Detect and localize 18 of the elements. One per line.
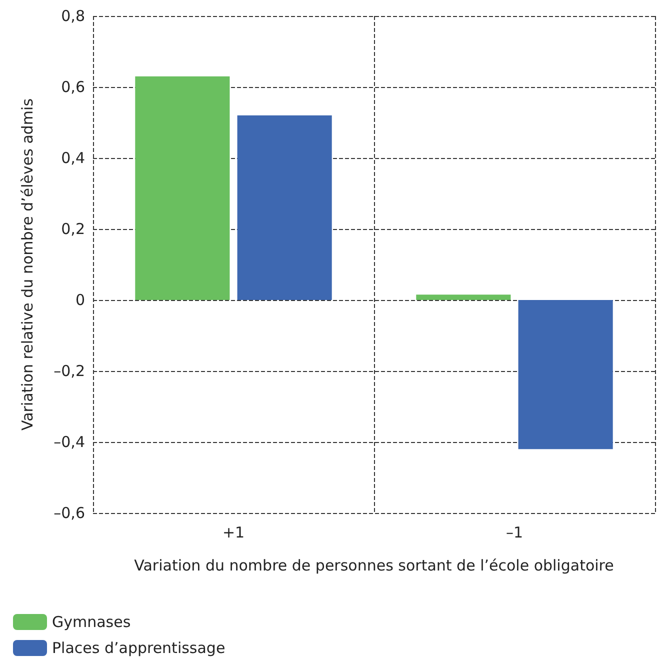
- y-tick-label: 0,4: [61, 149, 85, 167]
- bar: [518, 300, 613, 450]
- y-tick-label: –0,2: [54, 362, 85, 380]
- x-axis-title: Variation du nombre de personnes sortant de l’école obligatoire: [134, 556, 614, 574]
- y-tick-label: –0,4: [54, 433, 85, 451]
- y-tick-label: 0,8: [61, 7, 85, 25]
- bar: [237, 115, 332, 300]
- y-axis-title: Variation relative du nombre d’élèves admis: [18, 98, 36, 431]
- x-tick-label: –1: [506, 524, 524, 542]
- y-tick-label: –0,6: [54, 504, 85, 522]
- y-tick-label: 0,6: [61, 78, 85, 96]
- x-tick-label: +1: [222, 524, 245, 542]
- bar: [135, 76, 230, 300]
- legend-label: Places d’apprentissage: [52, 639, 226, 657]
- y-tick-label: 0: [75, 291, 85, 309]
- legend-label: Gymnases: [52, 613, 131, 631]
- y-tick-label: 0,2: [61, 220, 85, 238]
- bar: [416, 294, 511, 300]
